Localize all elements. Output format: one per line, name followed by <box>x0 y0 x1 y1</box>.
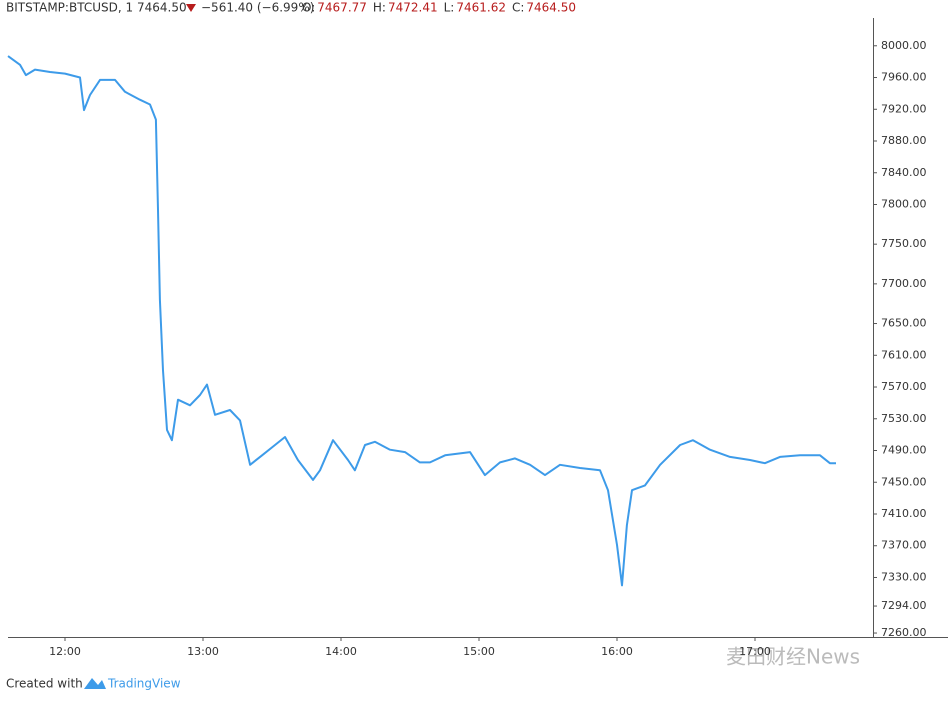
y-tick-label: 7700.00 <box>881 277 927 290</box>
y-tick-label: 7260.00 <box>881 626 927 639</box>
x-tick-label: 15:00 <box>463 645 495 658</box>
ohlc: O: 7467.77 H: 7472.41 L: 7461.62 C: 7464.50 <box>302 1 576 15</box>
down-arrow <box>186 4 196 12</box>
y-tick-label: 7570.00 <box>881 380 927 393</box>
y-tick-label: 7490.00 <box>881 444 927 457</box>
footer-brand: TradingView <box>107 677 181 691</box>
x-tick-label: 16:00 <box>601 645 633 658</box>
y-tick-label: 7410.00 <box>881 507 927 520</box>
ohlc-value: 7464.50 <box>526 1 576 15</box>
symbol: BITSTAMP:BTCUSD, 1 <box>6 1 133 15</box>
y-tick-label: 7370.00 <box>881 539 927 552</box>
x-tick-label: 12:00 <box>49 645 81 658</box>
y-tick-label: 7450.00 <box>881 475 927 488</box>
ohlc-value: 7467.77 <box>317 1 367 15</box>
y-tick-label: 7840.00 <box>881 166 927 179</box>
y-tick-label: 7750.00 <box>881 237 927 250</box>
watermark: 麦田财经News <box>726 645 860 669</box>
last-price: 7464.50 <box>137 1 187 15</box>
x-tick-label: 14:00 <box>325 645 357 658</box>
y-tick-label: 7530.00 <box>881 412 927 425</box>
y-tick-label: 7920.00 <box>881 102 927 115</box>
plot <box>7 55 836 587</box>
tv-logo <box>84 678 106 689</box>
y-tick-label: 7294.00 <box>881 599 927 612</box>
y-tick-label: 7960.00 <box>881 71 927 84</box>
y-tick-label: 7330.00 <box>881 570 927 583</box>
y-tick-label: 7610.00 <box>881 348 927 361</box>
y-tick-label: 7650.00 <box>881 317 927 330</box>
ohlc-label: C: <box>512 1 524 15</box>
y-tick-label: 8000.00 <box>881 39 927 52</box>
y-tick-label: 7880.00 <box>881 134 927 147</box>
ohlc-label: L: <box>444 1 455 15</box>
ohlc-value: 7472.41 <box>388 1 438 15</box>
price-line <box>7 55 836 587</box>
ohlc-label: H: <box>373 1 386 15</box>
x-tick-label: 17:00 <box>739 645 771 658</box>
change: −561.40 (−6.99%) <box>201 1 314 15</box>
y-tick-label: 7800.00 <box>881 197 927 210</box>
x-tick-label: 13:00 <box>187 645 219 658</box>
ohlc-label: O: <box>302 1 315 15</box>
footer-created: Created with <box>6 677 83 691</box>
ohlc-value: 7461.62 <box>456 1 506 15</box>
